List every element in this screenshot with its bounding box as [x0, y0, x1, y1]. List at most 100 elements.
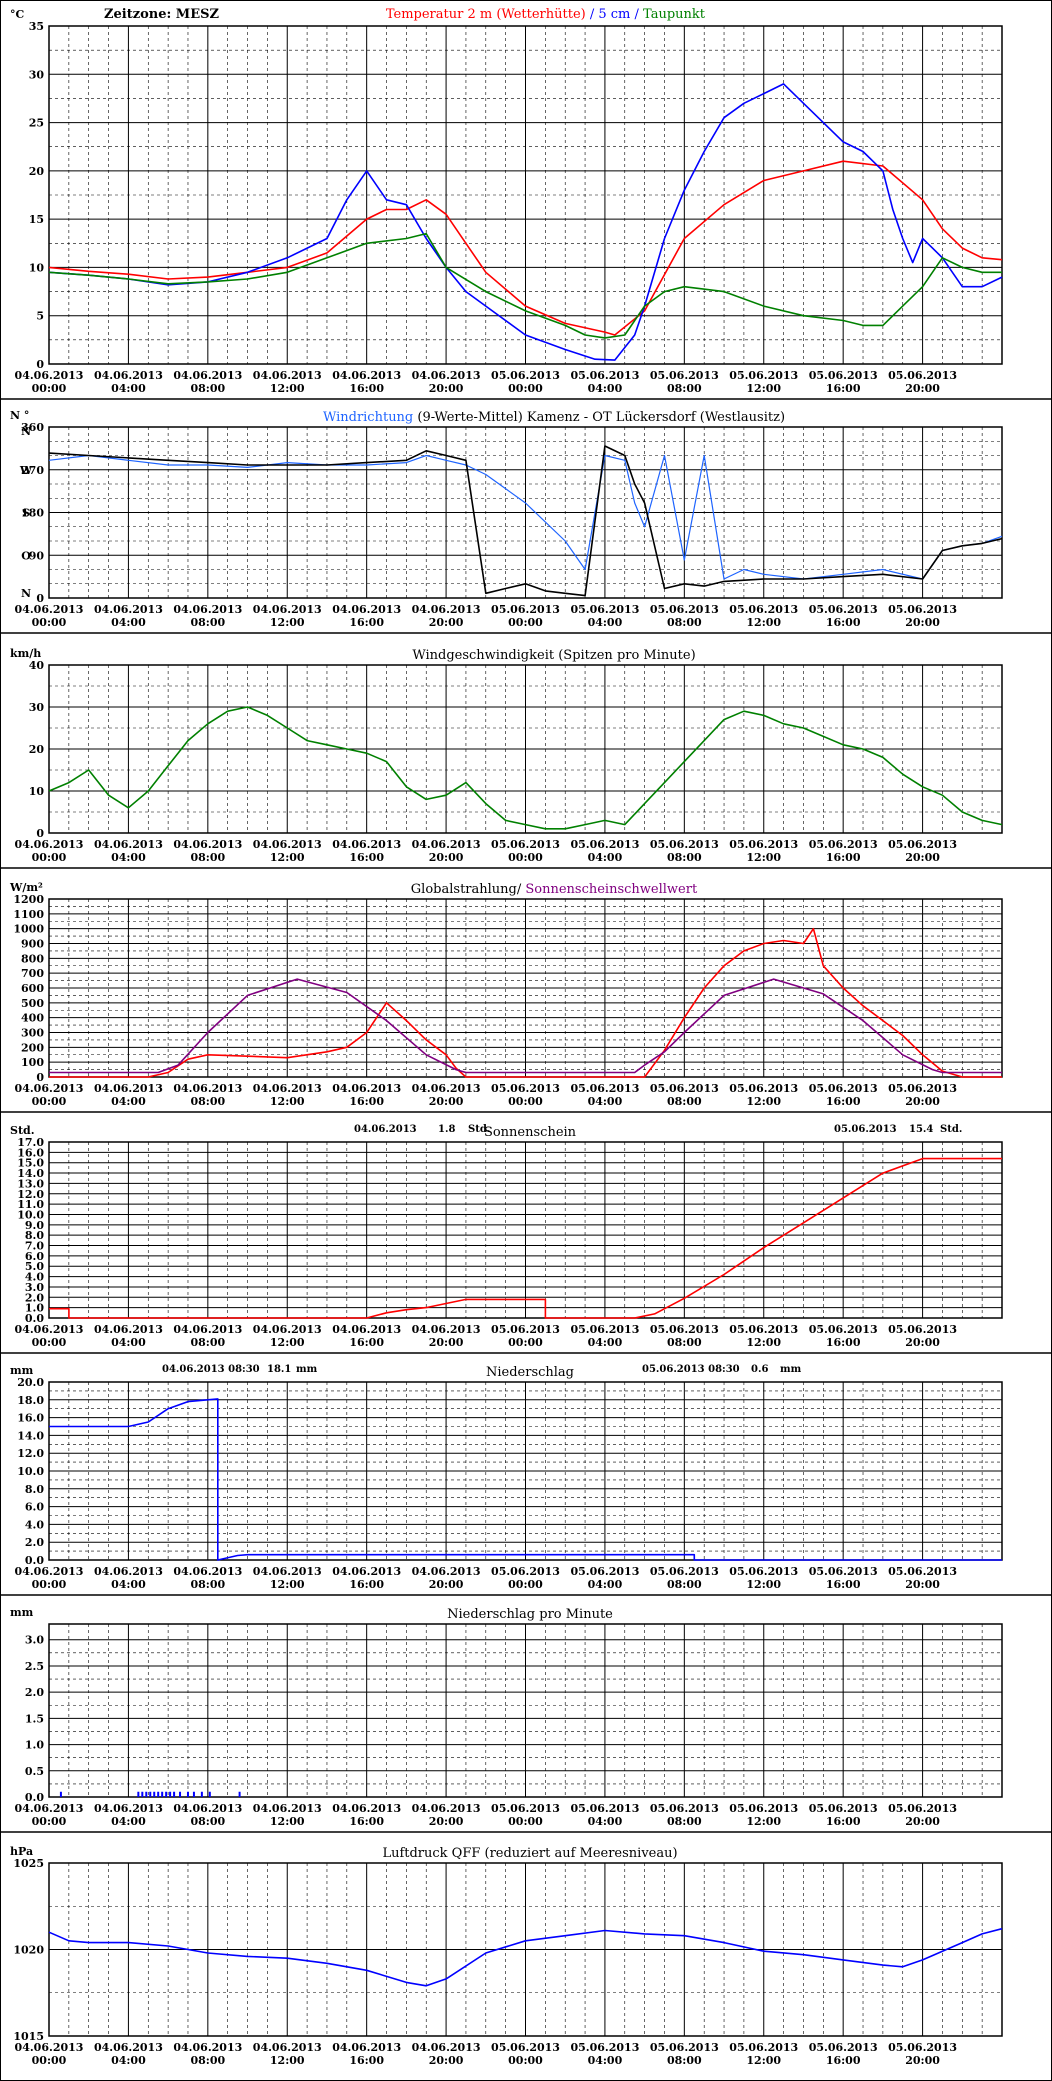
- unit-label: Std.: [10, 1124, 35, 1137]
- x-tick-date: 05.06.2013: [888, 2041, 957, 2054]
- timezone-label: Zeitzone: MESZ: [104, 7, 219, 22]
- unit-label: km/h: [10, 647, 41, 660]
- x-tick-time: 04:00: [111, 382, 146, 395]
- x-tick-date: 05.06.2013: [650, 603, 719, 616]
- series-line-wind_direction-1: [48, 445, 1003, 597]
- stat-date: 04.06.2013: [354, 1124, 417, 1135]
- x-tick-time: 00:00: [508, 1095, 543, 1108]
- y-tick-label: 14.0: [17, 1167, 44, 1180]
- x-tick-time: 12:00: [746, 1336, 781, 1349]
- plot-frame: [48, 426, 1003, 599]
- y-tick-label: 2.0: [25, 1536, 44, 1549]
- x-tick-time: 12:00: [270, 851, 305, 864]
- x-tick-time: 16:00: [349, 382, 384, 395]
- y-tick-label: 0: [36, 358, 44, 371]
- y-tick-label: 300: [21, 1027, 44, 1040]
- x-tick-date: 05.06.2013: [491, 1565, 560, 1578]
- x-tick-time: 04:00: [111, 2054, 146, 2067]
- y-tick-label: 1.0: [25, 1739, 44, 1752]
- x-tick-date: 05.06.2013: [729, 2041, 798, 2054]
- x-tick-date: 05.06.2013: [809, 603, 878, 616]
- y-tick-label: 12.0: [17, 1447, 44, 1460]
- x-tick-time: 04:00: [588, 2054, 623, 2067]
- stat-unit: mm: [780, 1364, 802, 1375]
- y-tick-label: 2.5: [25, 1660, 44, 1673]
- y-tick-label: 15.0: [17, 1157, 44, 1170]
- x-tick-date: 05.06.2013: [570, 603, 639, 616]
- x-tick-date: 05.06.2013: [888, 1565, 957, 1578]
- x-tick-date: 04.06.2013: [94, 838, 163, 851]
- stat-unit: Std.: [468, 1124, 490, 1135]
- x-tick-date: 05.06.2013: [650, 1802, 719, 1815]
- panel-title: Temperatur 2 m (Wetterhütte) / 5 cm / Ta…: [386, 7, 706, 22]
- y-tick-label: 1.0: [25, 1302, 44, 1315]
- x-tick-time: 12:00: [746, 1815, 781, 1828]
- x-tick-time: 04:00: [588, 1095, 623, 1108]
- x-tick-time: 08:00: [190, 1336, 225, 1349]
- x-tick-time: 08:00: [190, 851, 225, 864]
- x-tick-date: 04.06.2013: [253, 1082, 322, 1095]
- x-tick-time: 12:00: [746, 1578, 781, 1591]
- title-part: Temperatur 2 m (Wetterhütte): [386, 7, 586, 22]
- y-tick-label: 0: [36, 592, 44, 605]
- x-tick-date: 04.06.2013: [412, 603, 481, 616]
- x-tick-date: 04.06.2013: [332, 603, 401, 616]
- x-tick-date: 05.06.2013: [809, 369, 878, 382]
- unit-label: mm: [10, 1364, 34, 1377]
- y-tick-label: 16.0: [17, 1412, 44, 1425]
- panel-precip_daily: 0.02.04.06.08.010.012.014.016.018.020.0m…: [10, 1364, 1003, 1591]
- compass-label: N: [21, 425, 31, 438]
- x-tick-time: 00:00: [508, 851, 543, 864]
- x-tick-time: 20:00: [429, 616, 464, 629]
- x-tick-time: 08:00: [190, 1578, 225, 1591]
- x-tick-time: 04:00: [588, 1578, 623, 1591]
- stat-unit: mm: [296, 1364, 318, 1375]
- x-tick-time: 08:00: [667, 382, 702, 395]
- x-tick-date: 04.06.2013: [173, 1565, 242, 1578]
- x-tick-time: 00:00: [32, 851, 67, 864]
- x-tick-date: 04.06.2013: [332, 838, 401, 851]
- x-tick-date: 04.06.2013: [173, 838, 242, 851]
- y-tick-label: 200: [21, 1041, 44, 1054]
- x-tick-date: 04.06.2013: [332, 1082, 401, 1095]
- stat-value: 15.4: [909, 1124, 933, 1135]
- x-tick-time: 16:00: [349, 1336, 384, 1349]
- x-tick-date: 04.06.2013: [15, 1323, 84, 1336]
- series-line-radiation-0: [49, 927, 1002, 1078]
- x-tick-date: 04.06.2013: [15, 2041, 84, 2054]
- y-tick-label: 25: [29, 117, 44, 130]
- x-tick-time: 08:00: [190, 1095, 225, 1108]
- x-tick-time: 12:00: [746, 616, 781, 629]
- title-part: /: [586, 7, 599, 22]
- x-tick-time: 12:00: [270, 1815, 305, 1828]
- x-tick-date: 05.06.2013: [491, 369, 560, 382]
- compass-label: S: [22, 507, 30, 520]
- y-tick-label: 0.0: [25, 1554, 44, 1567]
- y-tick-label: 13.0: [17, 1177, 44, 1190]
- y-tick-label: 17.0: [17, 1136, 44, 1149]
- y-tick-label: 15: [29, 213, 44, 226]
- x-tick-date: 05.06.2013: [888, 603, 957, 616]
- x-tick-time: 12:00: [270, 616, 305, 629]
- x-tick-time: 00:00: [508, 1815, 543, 1828]
- x-tick-time: 08:00: [667, 2054, 702, 2067]
- x-tick-date: 04.06.2013: [253, 603, 322, 616]
- x-tick-time: 16:00: [349, 1095, 384, 1108]
- x-tick-time: 20:00: [429, 1095, 464, 1108]
- x-tick-date: 05.06.2013: [729, 838, 798, 851]
- stat-value: 1.8: [438, 1124, 455, 1135]
- x-tick-date: 04.06.2013: [412, 369, 481, 382]
- stat-date: 05.06.2013 08:30: [642, 1364, 740, 1375]
- x-tick-time: 00:00: [32, 1336, 67, 1349]
- x-tick-time: 20:00: [905, 1336, 940, 1349]
- y-tick-label: 180: [21, 507, 44, 520]
- x-tick-time: 20:00: [905, 1095, 940, 1108]
- x-tick-date: 04.06.2013: [94, 1802, 163, 1815]
- x-tick-date: 05.06.2013: [570, 1565, 639, 1578]
- x-tick-time: 20:00: [905, 1578, 940, 1591]
- x-tick-date: 04.06.2013: [253, 369, 322, 382]
- x-tick-date: 05.06.2013: [809, 838, 878, 851]
- panel-title: Sonnenschein: [484, 1125, 577, 1140]
- x-tick-date: 04.06.2013: [15, 1802, 84, 1815]
- y-tick-label: 270: [21, 464, 44, 477]
